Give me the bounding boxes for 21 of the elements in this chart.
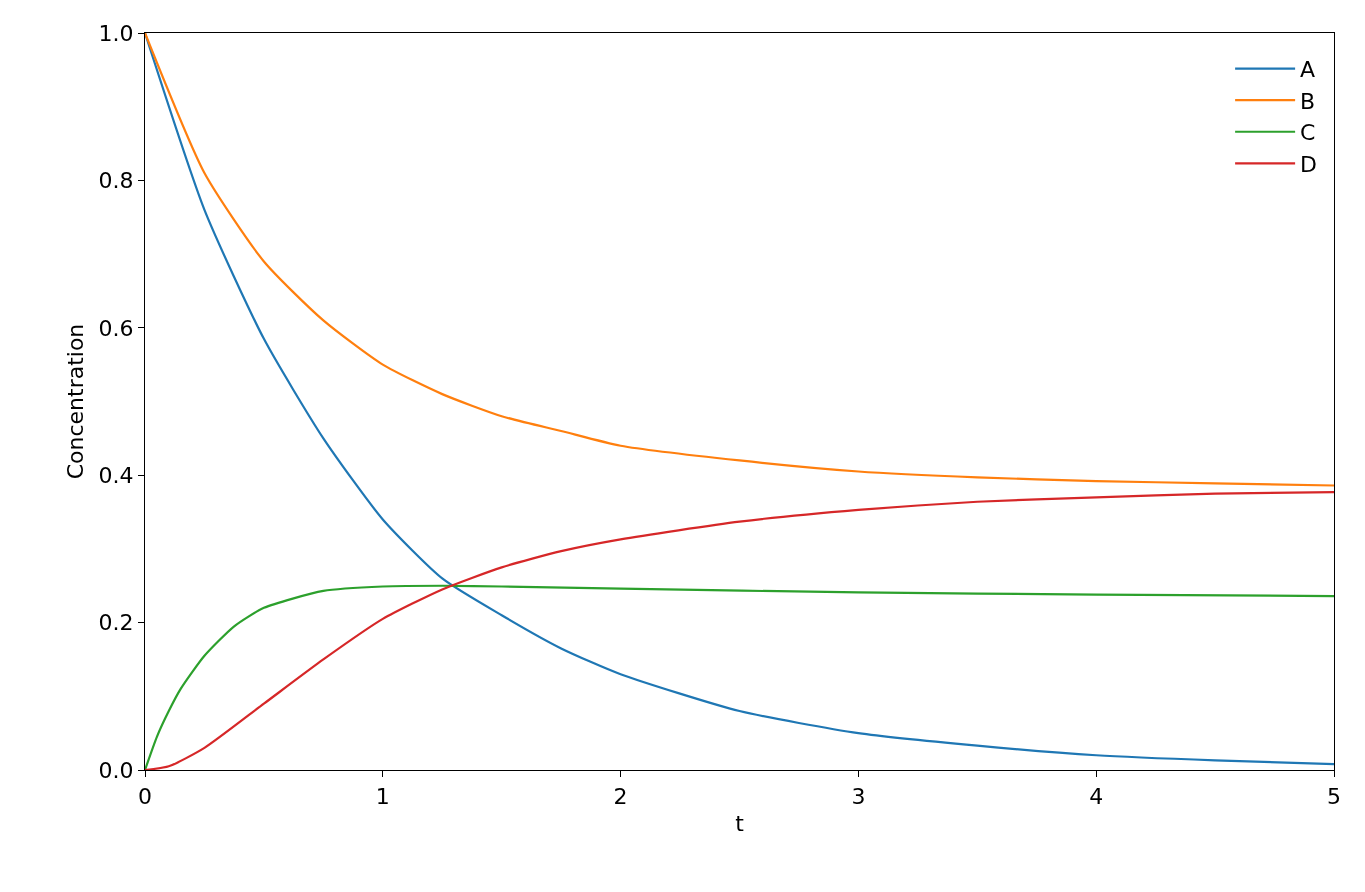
x-tick-label: 5 — [1327, 783, 1341, 809]
y-tick-label: 0.8 — [98, 168, 134, 194]
line-series — [145, 491, 1334, 770]
line-series — [145, 584, 1334, 770]
line-series — [145, 33, 1334, 487]
x-axis-title: t — [735, 811, 745, 837]
x-tick-label: 3 — [851, 783, 866, 809]
y-tick-label: 1.0 — [98, 20, 134, 46]
x-tick-label: 4 — [1089, 783, 1104, 809]
legend-label: D — [1300, 151, 1318, 177]
y-axis-title: Concentration — [63, 323, 89, 480]
y-tick-label: 0.6 — [98, 315, 134, 341]
x-tick-label: 2 — [613, 783, 628, 809]
legend-label: C — [1300, 120, 1316, 146]
y-tick-label: 0.0 — [98, 757, 134, 783]
legend-label: A — [1300, 57, 1316, 83]
y-tick-label: 0.4 — [98, 462, 134, 488]
y-tick-label: 0.2 — [98, 610, 134, 636]
x-tick-label: 1 — [375, 783, 390, 809]
x-tick-label: 0 — [138, 783, 152, 809]
legend-label: B — [1300, 88, 1316, 114]
